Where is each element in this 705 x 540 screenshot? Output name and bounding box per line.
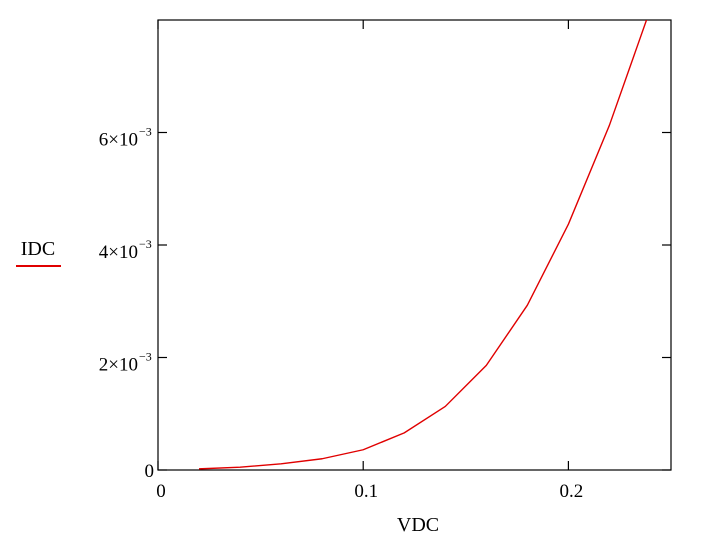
plot-frame [157, 19, 672, 471]
y-tick-mantissa: 2×10 [99, 355, 138, 376]
y-tick-label: 6×10 −3 [99, 125, 152, 151]
y-tick-exponent: −3 [139, 125, 152, 139]
y-tick-label: 4×10 −3 [99, 237, 152, 263]
y-tick-mantissa: 6×10 [99, 130, 138, 151]
legend: IDC [16, 238, 61, 267]
y-tick-exponent: −3 [139, 350, 152, 364]
y-tick-exponent: −3 [139, 237, 152, 251]
x-tick-label: 0.2 [560, 481, 584, 502]
x-tick-label: 0 [156, 481, 166, 502]
x-tick-label: 0.1 [354, 481, 378, 502]
legend-label: IDC [21, 238, 55, 260]
x-axis-label: VDC [397, 514, 439, 536]
y-tick-label: 0 [145, 461, 155, 482]
y-tick-label: 2×10 −3 [99, 350, 152, 376]
series-line-idc [199, 20, 648, 470]
y-tick-mantissa: 4×10 [99, 242, 138, 263]
